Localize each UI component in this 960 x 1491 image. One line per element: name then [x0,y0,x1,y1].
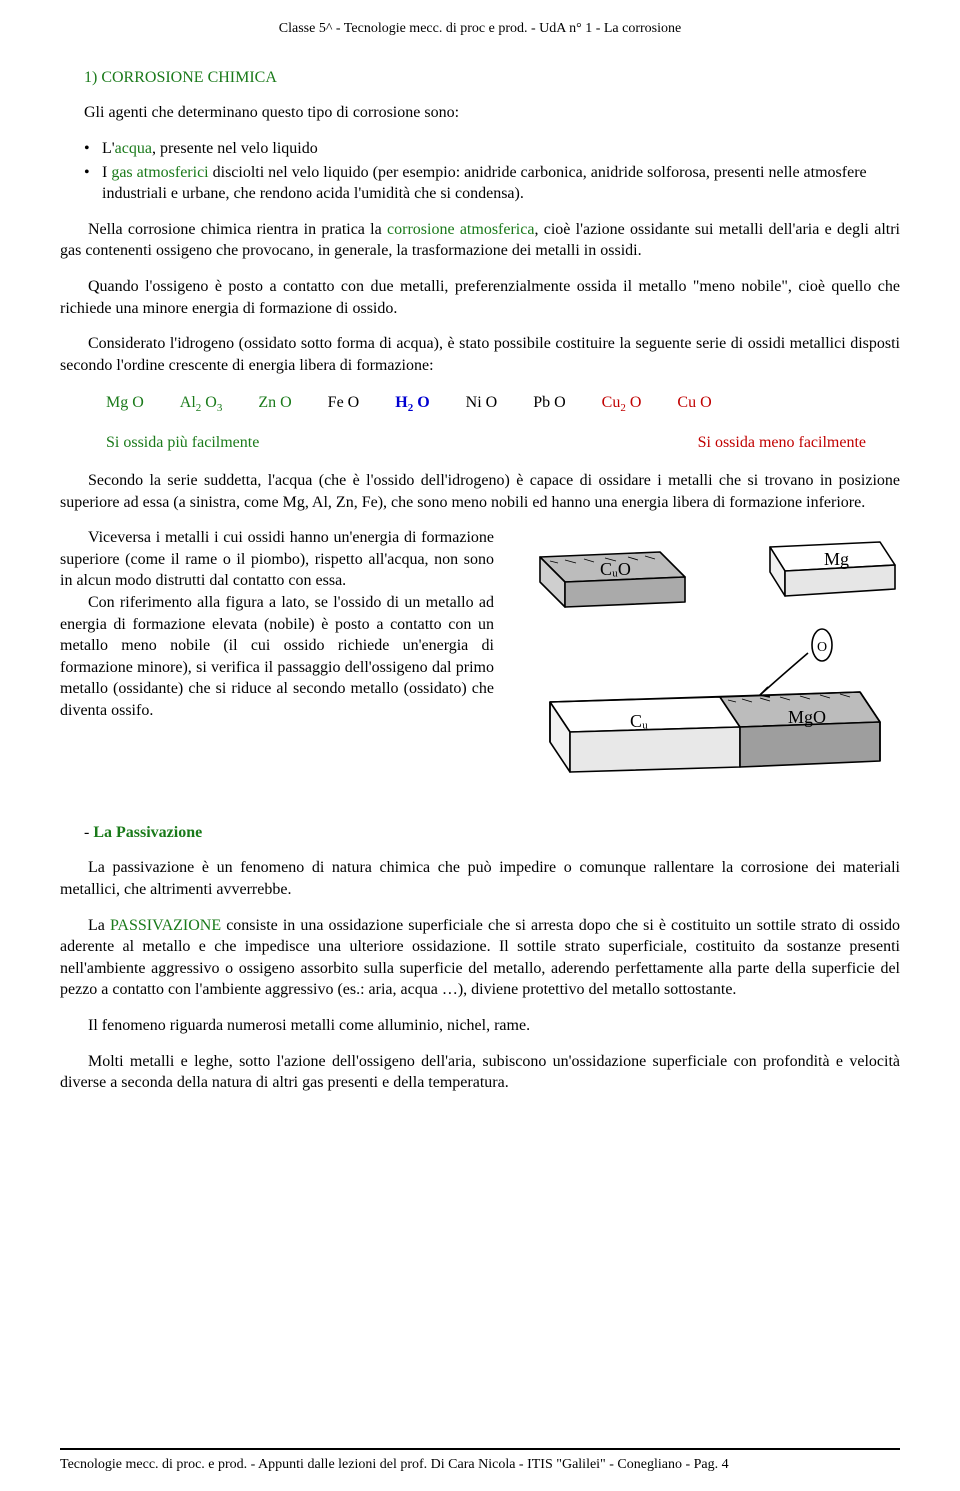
oxide: Cu O [677,392,711,416]
text: O [626,394,642,411]
paragraph: Quando l'ossigeno è posto a contatto con… [60,276,900,319]
keyword-passivazione: PASSIVAZIONE [110,917,221,934]
paragraph: Considerato l'idrogeno (ossidato sotto f… [60,333,900,376]
paragraph: La passivazione è un fenomeno di natura … [60,857,900,900]
oxide-legend: Si ossida più facilmente Si ossida meno … [106,432,866,454]
text: L' [102,140,115,157]
keyword-corrosione: corrosione atmosferica [387,221,534,238]
list-item: I gas atmosferici disciolti nel velo liq… [84,162,900,205]
fig-label-mg: Mg [824,549,849,569]
wrap-text-column: Viceversa i metalli i cui ossidi hanno u… [60,527,494,721]
fig-label-cu: Cᵤ [630,711,648,731]
paragraph: Viceversa i metalli i cui ossidi hanno u… [60,527,494,592]
text: O [201,394,217,411]
section-heading: 1) CORROSIONE CHIMICA [84,67,900,89]
legend-left: Si ossida più facilmente [106,432,259,454]
paragraph: Il fenomeno riguarda numerosi metalli co… [60,1015,900,1037]
oxide: Al2 O3 [180,392,223,416]
sketch-svg: CᵤO Mg Cᵤ MgO O [510,527,900,797]
text: I [102,164,111,181]
keyword-gas: gas atmosferici [111,164,208,181]
fig-label-cuo: CᵤO [600,559,631,579]
text: Cu [602,394,621,411]
oxide: Mg O [106,392,144,416]
oxide: Cu2 O [602,392,642,416]
fig-label-o: O [817,640,827,655]
page-header: Classe 5^ - Tecnologie mecc. di proc e p… [60,20,900,39]
figure: CᵤO Mg Cᵤ MgO O [510,527,900,804]
text: Al [180,394,196,411]
subheading-passivazione: - La Passivazione [84,822,900,844]
text: La [88,917,110,934]
fig-label-mgo: MgO [788,707,826,727]
paragraph: Nella corrosione chimica rientra in prat… [60,219,900,262]
section-number: 1) [84,69,97,86]
footer-text: Tecnologie mecc. di proc. e prod. - Appu… [60,1456,729,1475]
dash: - [84,824,93,841]
sub: 3 [217,403,223,415]
oxide: Ni O [466,392,498,416]
section-title: CORROSIONE CHIMICA [101,69,277,86]
paragraph: La PASSIVAZIONE consiste in una ossidazi… [60,915,900,1001]
text: , presente nel velo liquido [152,140,318,157]
paragraph: Molti metalli e leghe, sotto l'azione de… [60,1051,900,1094]
text: O [413,394,429,411]
text-figure-wrap: Viceversa i metalli i cui ossidi hanno u… [60,527,900,804]
oxide: Zn O [258,392,291,416]
text: H [395,394,407,411]
paragraph: Con riferimento alla figura a lato, se l… [60,592,494,722]
subhead-title: La Passivazione [93,824,202,841]
oxide: Fe O [328,392,360,416]
oxide-series: Mg O Al2 O3 Zn O Fe O H2 O Ni O Pb O Cu2… [106,392,900,416]
paragraph: Secondo la serie suddetta, l'acqua (che … [60,470,900,513]
intro-text: Gli agenti che determinano questo tipo d… [84,102,900,124]
keyword-acqua: acqua [115,140,152,157]
legend-right: Si ossida meno facilmente [698,432,866,454]
text: Nella corrosione chimica rientra in prat… [88,221,387,238]
oxide: Pb O [533,392,565,416]
agents-list: L'acqua, presente nel velo liquido I gas… [84,138,900,205]
oxide-h2o: H2 O [395,392,429,416]
list-item: L'acqua, presente nel velo liquido [84,138,900,160]
text: disciolti nel velo liquido (per esempio:… [102,164,867,203]
page-footer: Tecnologie mecc. di proc. e prod. - Appu… [60,1448,900,1475]
